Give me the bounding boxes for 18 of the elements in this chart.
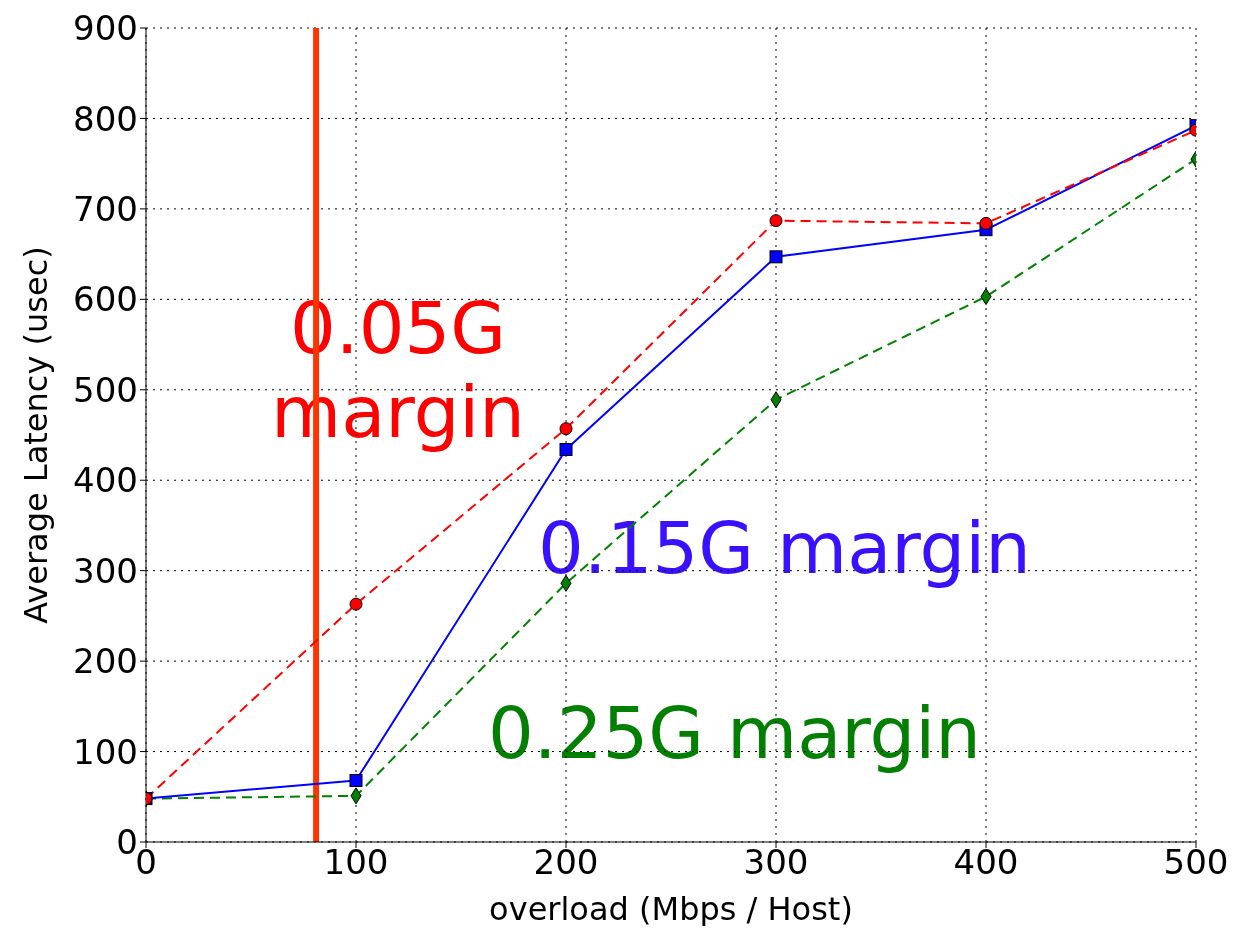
y-tick-label: 600 [73, 279, 138, 320]
x-tick-label: 400 [953, 842, 1019, 883]
series-label: 0.25G margin [488, 691, 981, 775]
x-tick-label: 300 [743, 842, 809, 883]
x-tick-label: 500 [1163, 842, 1229, 883]
y-axis-title: Average Latency (usec) [17, 246, 56, 624]
y-tick-label: 200 [73, 641, 138, 682]
y-tick-label: 500 [73, 369, 138, 410]
x-axis-title: overload (Mbps / Host) [489, 890, 853, 928]
y-tick-label: 800 [73, 98, 138, 139]
x-tick-label: 200 [533, 842, 599, 883]
y-tick-label: 900 [73, 8, 138, 49]
series-label: 0.15G margin [538, 506, 1031, 590]
x-tick-label: 100 [323, 842, 389, 883]
y-tick-label: 300 [73, 550, 138, 591]
y-tick-label: 100 [73, 731, 138, 772]
y-tick-label: 400 [73, 460, 138, 501]
y-tick-label: 700 [73, 188, 138, 229]
